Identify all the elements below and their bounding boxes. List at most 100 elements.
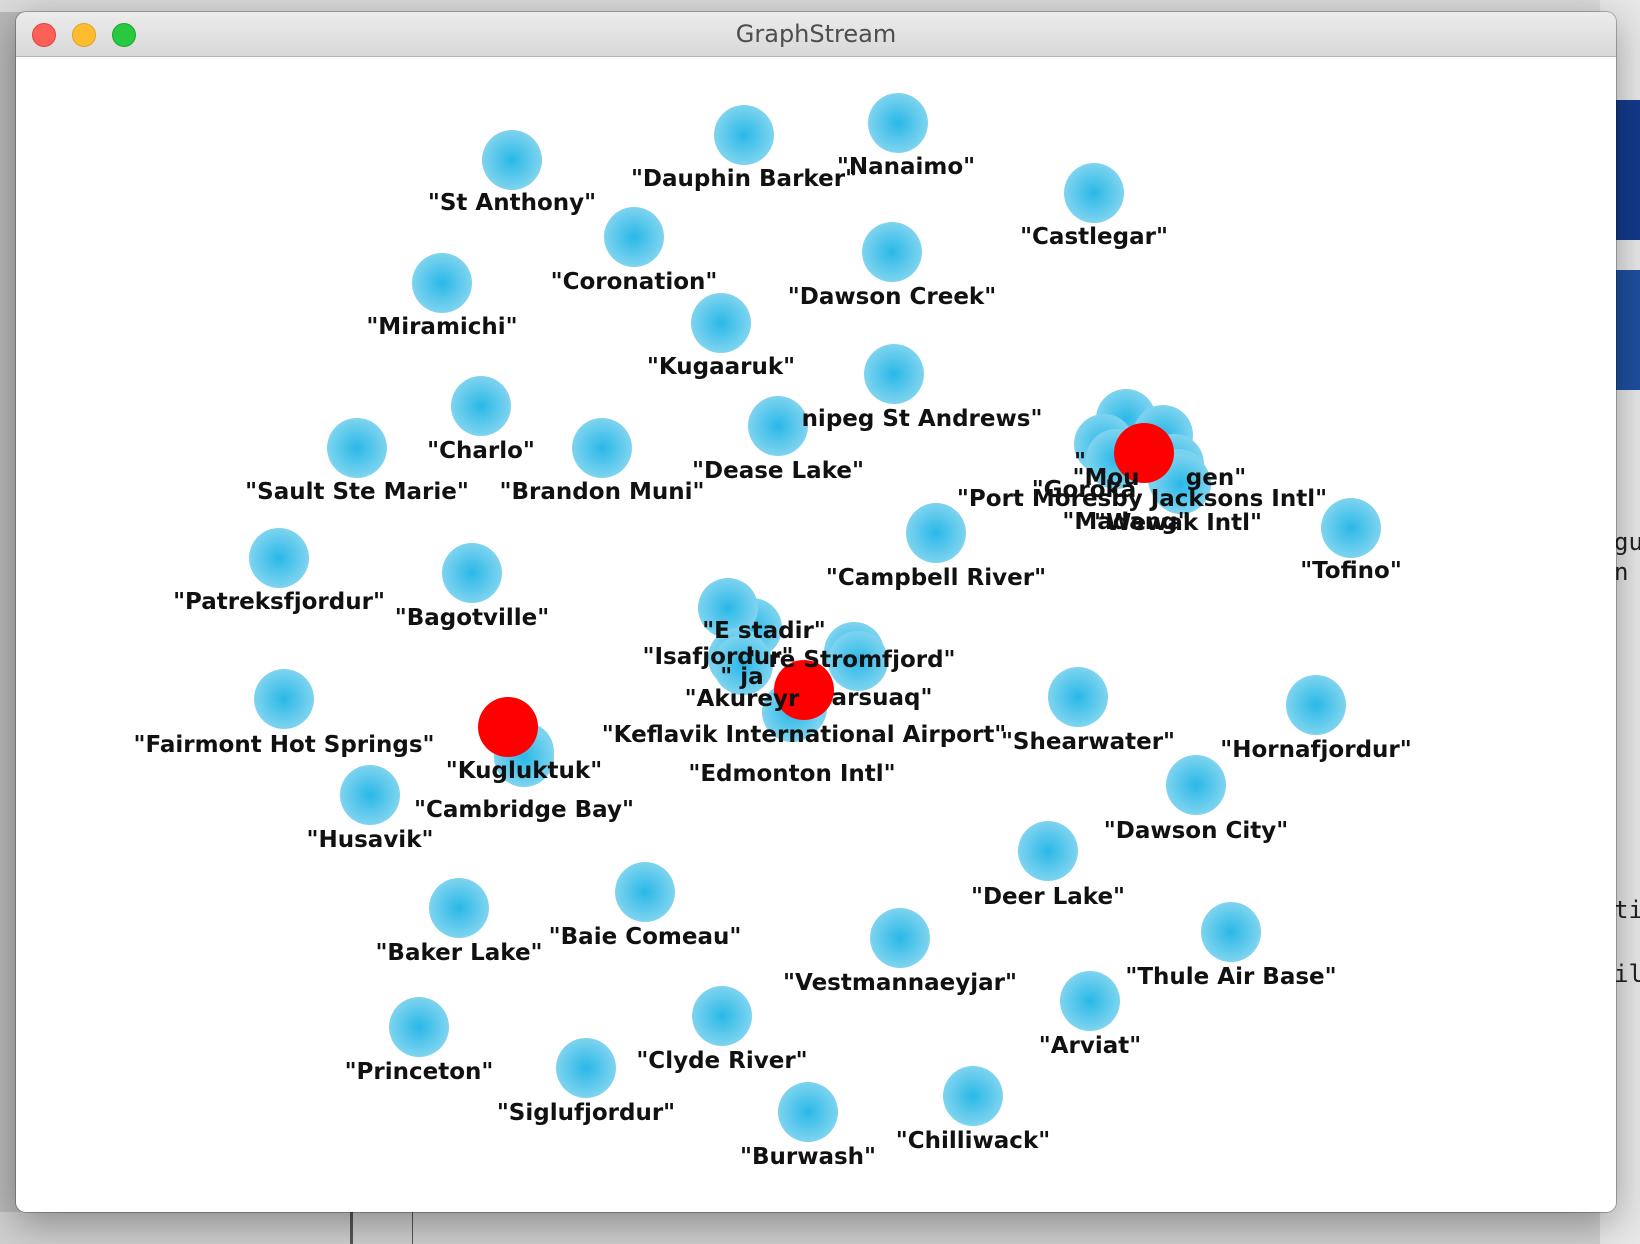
graph-node-chilliwack[interactable]	[943, 1066, 1003, 1126]
graph-node-arviat[interactable]	[1060, 971, 1120, 1031]
node-label-campbell-river: "Campbell River"	[826, 565, 1046, 591]
graph-node-st-anthony[interactable]	[482, 130, 542, 190]
node-label-deer-lake: "Deer Lake"	[971, 884, 1125, 910]
graph-node-hornafjordur[interactable]	[1286, 675, 1346, 735]
node-label-castlegar: "Castlegar"	[1020, 224, 1168, 250]
node-label-shearwater: "Shearwater"	[1001, 729, 1175, 755]
background-divider	[412, 1212, 413, 1244]
node-label-siglufjordur: "Siglufjordur"	[497, 1100, 675, 1126]
desktop-background	[0, 0, 1640, 12]
title-bar[interactable]: GraphStream	[16, 12, 1616, 57]
node-label-thule-air-base: "Thule Air Base"	[1125, 964, 1336, 990]
graph-node-sault-ste-marie[interactable]	[327, 418, 387, 478]
highlighted-node-iceland-hub[interactable]	[774, 660, 834, 720]
node-label-clyde-river: "Clyde River"	[636, 1048, 807, 1074]
graph-node-burwash[interactable]	[778, 1082, 838, 1142]
node-label-tofino: "Tofino"	[1300, 558, 1402, 584]
node-label-brandon-muni: "Brandon Muni"	[500, 479, 705, 505]
graph-node-miramichi[interactable]	[412, 253, 472, 313]
graph-node-dawson-creek[interactable]	[862, 222, 922, 282]
node-label-iceland-mid: " ja	[720, 664, 763, 690]
node-label-hornafjordur: "Hornafjordur"	[1220, 737, 1411, 763]
node-label-patreksfjordur: "Patreksfjordur"	[173, 589, 385, 615]
background-text-fragment: n t	[1614, 558, 1640, 586]
graphstream-window[interactable]: GraphStream "St Anthony" "Dauphin Barker"…	[16, 12, 1616, 1212]
node-label-port-moresby: "Port Moresby Jacksons Intl"	[957, 486, 1327, 512]
node-label-mount-hagen: "Mou	[1072, 465, 1139, 491]
node-label-akureyri: "Akureyr	[685, 686, 800, 712]
node-label-miramichi: "Miramichi"	[366, 314, 517, 340]
node-label-arviat: "Arviat"	[1039, 1033, 1142, 1059]
graph-node-clyde-river[interactable]	[692, 986, 752, 1046]
node-label-egilsstadir: "E stadir"	[702, 618, 826, 644]
graph-node-brandon-muni[interactable]	[572, 418, 632, 478]
node-label-madang: "Madang"	[1062, 509, 1189, 535]
graph-node-fairmont-hot-springs[interactable]	[254, 669, 314, 729]
node-label-kugluktuk: "Kugluktuk"	[446, 758, 602, 784]
close-window-button[interactable]	[32, 23, 56, 47]
node-label-vestmannaeyjar: "Vestmannaeyjar"	[783, 970, 1017, 996]
graph-node-dauphin-barker[interactable]	[714, 105, 774, 165]
graph-node-dease-lake[interactable]	[748, 396, 808, 456]
background-taskbar	[0, 1212, 1600, 1244]
graph-node-bagotville[interactable]	[442, 543, 502, 603]
node-label-princeton: "Princeton"	[345, 1059, 494, 1085]
graph-node-akureyri[interactable]	[713, 635, 773, 695]
graph-node-isafjordur[interactable]	[698, 578, 758, 638]
graph-node-patreksfjordur[interactable]	[249, 528, 309, 588]
node-label-edmonton-intl: "Edmonton Intl"	[688, 761, 895, 787]
background-text-fragment: gu	[1614, 528, 1640, 556]
node-label-winnipeg-st-andrews: nipeg St Andrews"	[802, 406, 1043, 432]
graph-node-charlo[interactable]	[451, 376, 511, 436]
highlighted-node-kugluktuk-hub[interactable]	[478, 697, 538, 757]
node-label-sondre-stromfjord: " re Stromfjord"	[748, 647, 955, 673]
minimize-window-button[interactable]	[72, 23, 96, 47]
graph-view[interactable]: "St Anthony" "Dauphin Barker""Nanaimo" "Ca…	[16, 57, 1616, 1212]
graph-node-coronation[interactable]	[604, 207, 664, 267]
background-text-fragment: ti	[1614, 896, 1640, 924]
graph-node-princeton[interactable]	[389, 997, 449, 1057]
graph-node-nanaimo[interactable]	[868, 93, 928, 153]
graph-node-vestmannaeyjar[interactable]	[870, 908, 930, 968]
graph-node-baie-comeau[interactable]	[615, 862, 675, 922]
node-label-burwash: "Burwash"	[740, 1144, 876, 1170]
highlighted-node-png-hub[interactable]	[1114, 423, 1174, 483]
node-label-chilliwack: "Chilliwack"	[896, 1128, 1050, 1154]
graph-node-thule-air-base[interactable]	[1201, 902, 1261, 962]
graph-node-campbell-river[interactable]	[906, 503, 966, 563]
node-label-dauphin-barker: "Dauphin Barker"	[631, 166, 857, 192]
graph-node-castlegar[interactable]	[1064, 163, 1124, 223]
node-label-cambridge-bay: "Cambridge Bay"	[414, 797, 634, 823]
background-divider	[350, 1212, 353, 1244]
node-label-sault-ste-marie: "Sault Ste Marie"	[245, 479, 469, 505]
graph-node-tofino[interactable]	[1321, 498, 1381, 558]
nodes-layer	[249, 93, 1381, 1142]
node-label-png-cluster-1: "	[1074, 449, 1086, 475]
node-label-baker-lake: "Baker Lake"	[375, 940, 542, 966]
node-label-husavik: "Husavik"	[307, 827, 434, 853]
node-label-goroka: "Goroka	[1032, 477, 1137, 503]
graph-node-dawson-city[interactable]	[1166, 755, 1226, 815]
graph-node-deer-lake[interactable]	[1018, 821, 1078, 881]
graph-node-husavik[interactable]	[340, 765, 400, 825]
graph-node-winnipeg-st-andrews[interactable]	[864, 344, 924, 404]
graph-node-narsarsuaq[interactable]	[828, 631, 888, 691]
graph-node-baker-lake[interactable]	[429, 878, 489, 938]
node-label-dawson-city: "Dawson City"	[1104, 818, 1288, 844]
node-label-dawson-creek: "Dawson Creek"	[788, 284, 996, 310]
graph-canvas[interactable]: "St Anthony" "Dauphin Barker" "Nanaimo" "Ca…	[16, 57, 1616, 1212]
node-label-isafjordur: "Isafjordur"	[643, 644, 794, 670]
node-label-narsarsuaq: arsuaq"	[832, 685, 933, 711]
node-label-coronation: "Coronation"	[551, 269, 718, 295]
window-title: GraphStream	[735, 20, 897, 48]
labels-layer: "St Anthony" "Dauphin Barker""Nanaimo" "Ca…	[133, 154, 1411, 1170]
node-label-fairmont-hot-springs: "Fairmont Hot Springs"	[133, 732, 434, 758]
graph-node-kugaaruk[interactable]	[691, 293, 751, 353]
node-label-kugaaruk: "Kugaaruk"	[647, 354, 795, 380]
graph-node-siglufjordur[interactable]	[556, 1038, 616, 1098]
node-label-dease-lake: "Dease Lake"	[692, 458, 864, 484]
zoom-window-button[interactable]	[112, 23, 136, 47]
node-label-bagotville: "Bagotville"	[395, 605, 550, 631]
graph-node-shearwater[interactable]	[1048, 667, 1108, 727]
node-label-hagen-tail: gen"	[1186, 465, 1246, 491]
